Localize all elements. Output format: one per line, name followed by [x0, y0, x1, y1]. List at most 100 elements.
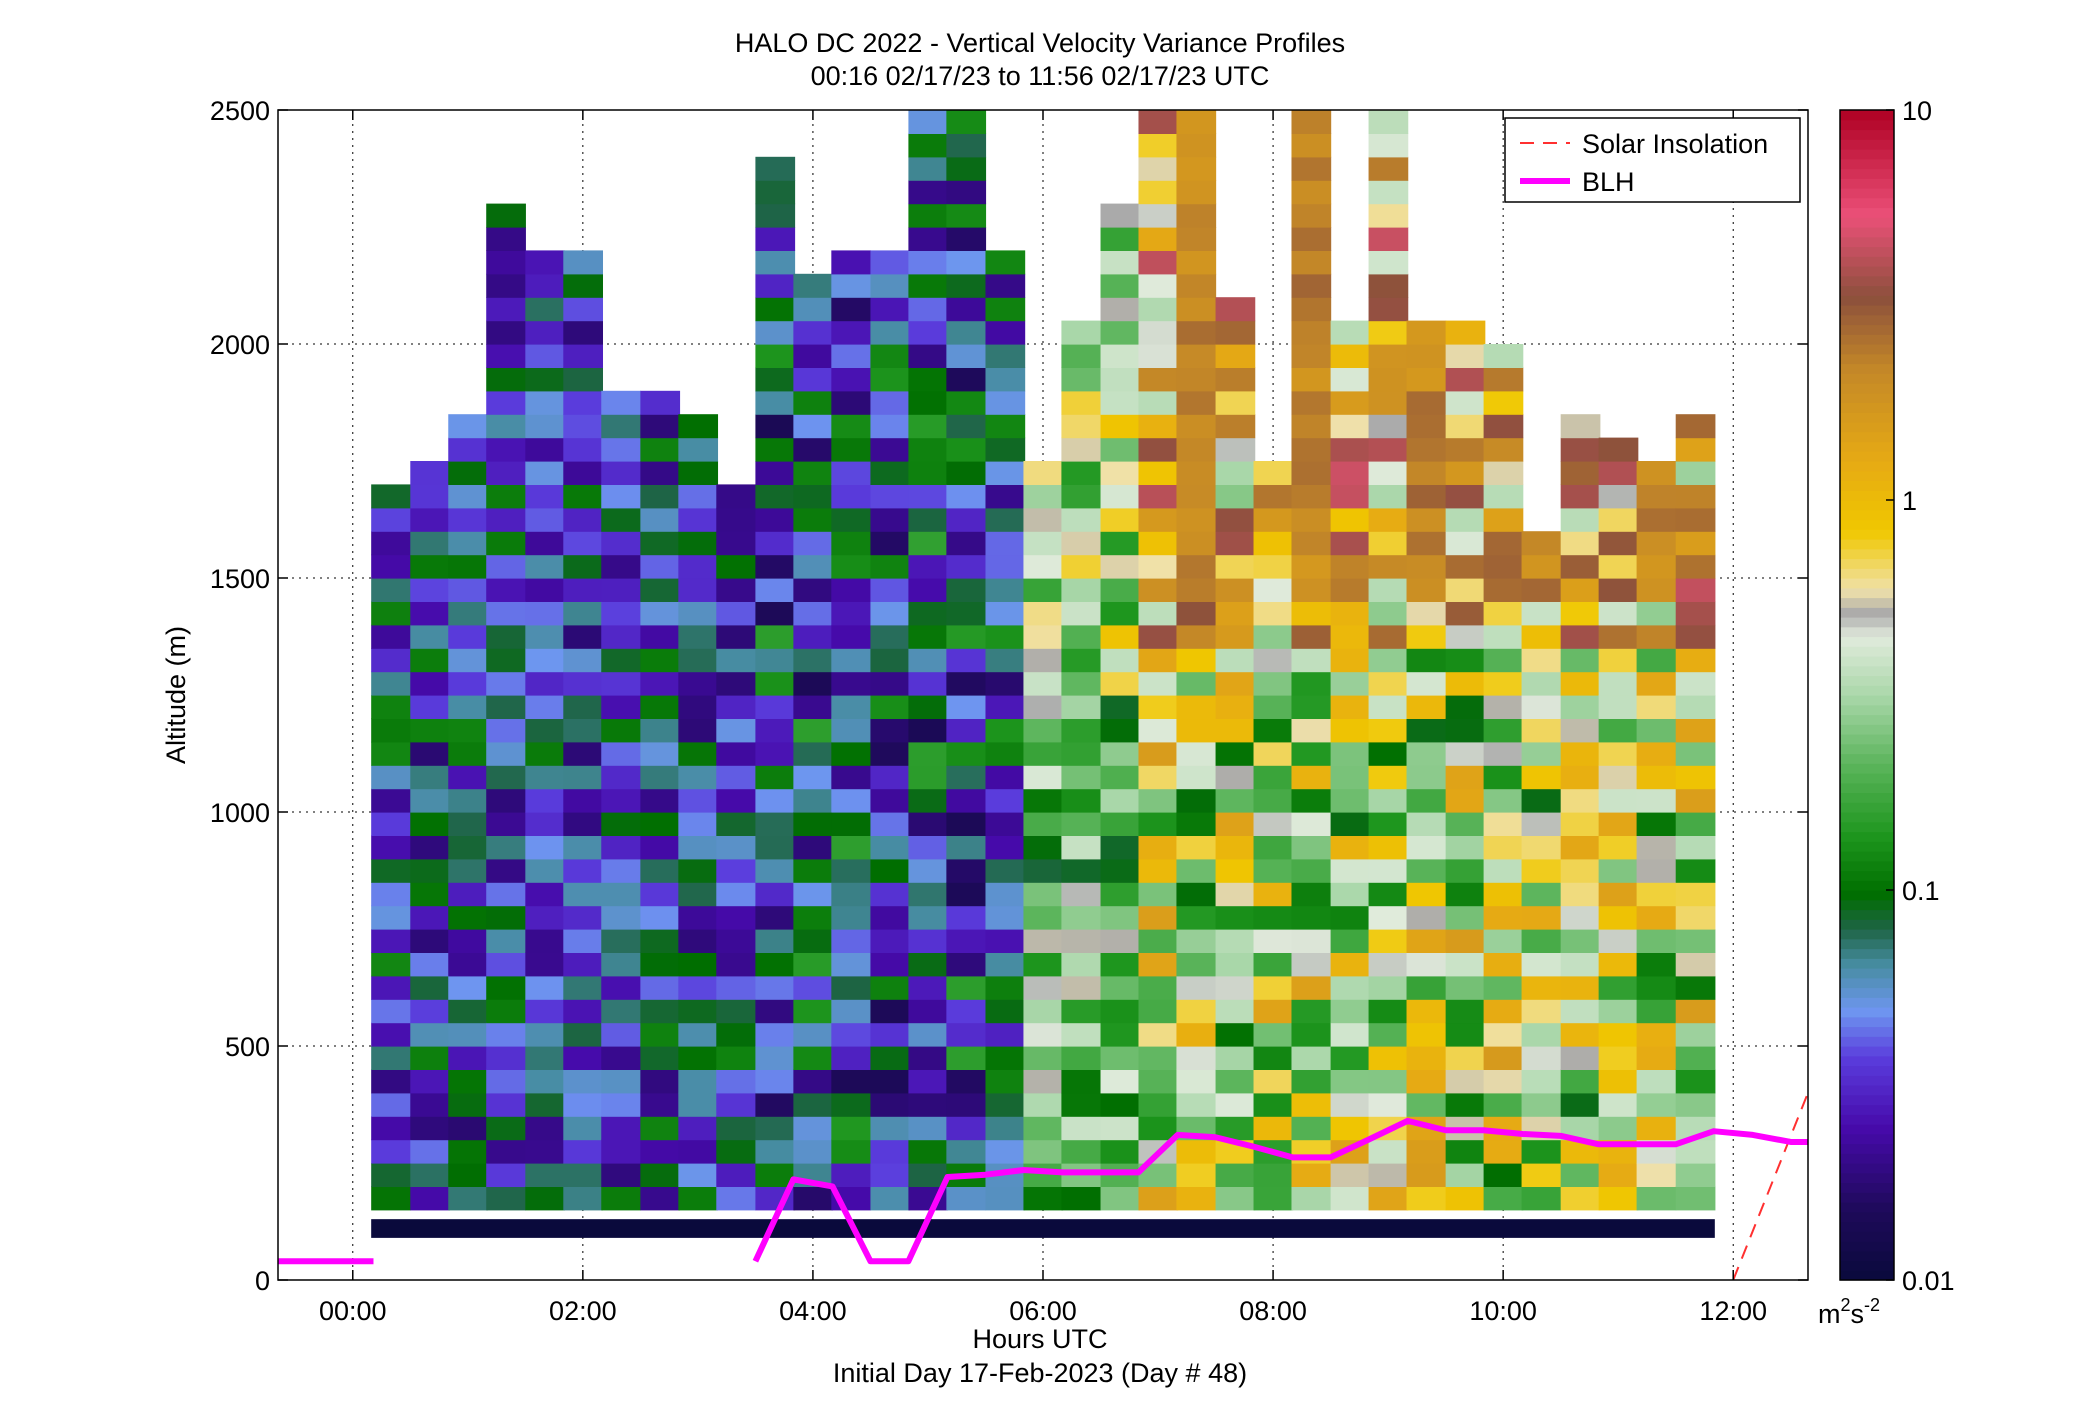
heatmap-cell: [1291, 297, 1332, 322]
heatmap-cell: [640, 461, 681, 485]
heatmap-cell: [601, 1069, 641, 1094]
heatmap-cell: [946, 1046, 987, 1070]
heatmap-cell: [831, 929, 872, 953]
heatmap-cell: [985, 578, 1026, 602]
colorbar-swatch: [1840, 929, 1894, 940]
heatmap-cell: [1521, 929, 1562, 953]
heatmap-cell: [1368, 788, 1409, 813]
heatmap-cell: [1100, 671, 1141, 696]
heatmap-cell: [1675, 1069, 1716, 1094]
heatmap-cell: [1483, 578, 1524, 602]
heatmap-cell: [1598, 624, 1639, 649]
heatmap-cell: [1291, 367, 1332, 392]
heatmap-cell: [1330, 367, 1371, 392]
heatmap-cell: [486, 788, 526, 813]
heatmap-cell: [1138, 905, 1179, 930]
heatmap-cell: [1636, 858, 1677, 883]
colorbar-swatch: [1840, 1231, 1894, 1242]
heatmap-cell: [1138, 320, 1179, 345]
heatmap-cell: [1598, 1163, 1639, 1187]
colorbar-swatch: [1840, 266, 1894, 277]
heatmap-cell: [716, 1046, 757, 1070]
heatmap-cell: [1330, 905, 1371, 930]
heatmap-cell: [908, 507, 949, 532]
heatmap-cell: [755, 788, 796, 813]
heatmap-cell: [908, 835, 949, 860]
heatmap-cell: [1636, 835, 1677, 860]
heatmap-cell: [1406, 414, 1447, 439]
heatmap-cell: [1023, 484, 1064, 509]
heatmap-cell: [1521, 1069, 1562, 1094]
heatmap-cell: [1215, 905, 1256, 930]
heatmap-cell: [486, 414, 526, 439]
heatmap-cell: [1138, 156, 1179, 181]
heatmap-cell: [1636, 788, 1677, 813]
heatmap-cell: [946, 835, 987, 860]
heatmap-cell: [640, 765, 681, 790]
heatmap-cell: [793, 297, 834, 322]
heatmap-cell: [1100, 507, 1141, 532]
colorbar-swatch: [1840, 685, 1894, 696]
heatmap-cell: [793, 882, 834, 907]
heatmap-cell: [1675, 671, 1716, 696]
heatmap-cell: [486, 250, 526, 275]
heatmap-cell: [601, 952, 641, 977]
heatmap-cell: [1176, 1186, 1217, 1211]
heatmap-cell: [1598, 695, 1639, 719]
heatmap-cell: [448, 929, 488, 953]
heatmap-cell: [755, 461, 796, 485]
heatmap-cell: [716, 484, 757, 509]
colorbar-swatch: [1840, 1192, 1894, 1203]
heatmap-cell: [1445, 905, 1486, 930]
heatmap-cell: [1598, 765, 1639, 790]
heatmap-cell: [1291, 578, 1332, 602]
heatmap-cell: [410, 484, 451, 509]
heatmap-cell: [946, 788, 987, 813]
heatmap-cell: [371, 882, 411, 907]
heatmap-cell: [525, 273, 566, 298]
heatmap-cell: [1636, 671, 1677, 696]
heatmap-cell: [908, 882, 949, 907]
heatmap-cell: [985, 975, 1026, 1000]
heatmap-cell: [486, 1092, 526, 1117]
heatmap-cell: [831, 671, 872, 696]
heatmap-cell: [946, 1186, 987, 1211]
unit-base: m: [1818, 1299, 1841, 1329]
heatmap-cell: [1368, 203, 1409, 228]
heatmap-cell: [1061, 531, 1102, 556]
heatmap-cell: [678, 601, 719, 626]
heatmap-cell: [793, 531, 834, 556]
heatmap-cell: [1675, 1092, 1716, 1117]
heatmap-cell: [601, 531, 641, 556]
heatmap-cell: [1138, 110, 1179, 134]
colorbar-swatch: [1840, 821, 1894, 833]
heatmap-cell: [525, 624, 566, 649]
heatmap-cell: [1253, 905, 1294, 930]
heatmap-cell: [1560, 905, 1601, 930]
heatmap-cell: [870, 390, 911, 415]
heatmap-cell: [640, 578, 681, 602]
heatmap-cell: [371, 718, 411, 743]
heatmap-cell: [793, 1116, 834, 1141]
heatmap-cell: [1176, 203, 1217, 228]
heatmap-cell: [1330, 695, 1371, 719]
heatmap-cell: [1368, 741, 1409, 766]
heatmap-cell: [908, 273, 949, 298]
heatmap-cell: [1291, 999, 1332, 1024]
heatmap-cell: [448, 414, 488, 439]
heatmap-cell: [1291, 1163, 1332, 1187]
y-tick-label-0: 0: [255, 1266, 270, 1296]
y-tick-label-1: 500: [225, 1032, 270, 1062]
heatmap-cell: [985, 484, 1026, 509]
heatmap-cell: [1406, 1139, 1447, 1164]
heatmap-cell: [1061, 952, 1102, 977]
heatmap-cell: [1330, 601, 1371, 626]
heatmap-cell: [563, 531, 604, 556]
heatmap-cell: [1636, 812, 1677, 836]
heatmap-cell: [1445, 648, 1486, 673]
heatmap-cell: [1368, 812, 1409, 836]
heatmap-cell: [1675, 695, 1716, 719]
heatmap-cell: [1100, 320, 1141, 345]
heatmap-cell: [870, 507, 911, 532]
heatmap-cell: [1636, 765, 1677, 790]
